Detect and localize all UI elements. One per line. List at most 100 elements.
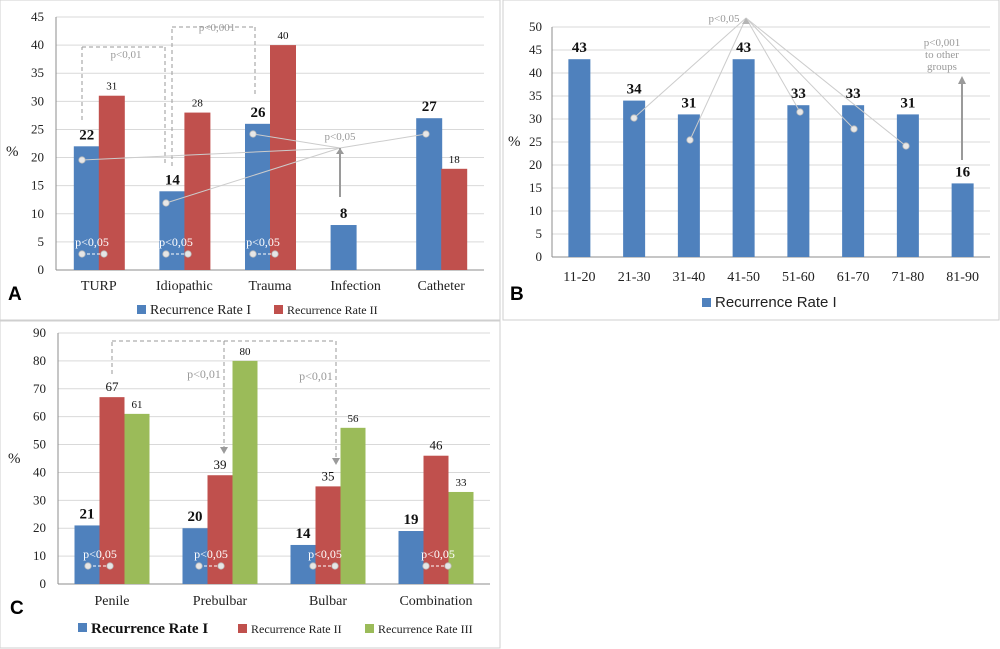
y-tick-label: 80 xyxy=(33,353,46,368)
annotation-dot xyxy=(78,250,86,258)
y-tick-label: 10 xyxy=(529,203,542,218)
y-tick-label: 50 xyxy=(33,437,46,452)
panel-c: 0 10 20 30 40 50 60 70 80 90 21 20 14 19 67 39 35 46 61 80… xyxy=(0,320,501,649)
annotation-line xyxy=(633,17,747,119)
x-category-label: Idiopathic xyxy=(156,279,213,294)
x-category-label: 81-90 xyxy=(946,270,979,285)
data-label-rate-i: 14 xyxy=(165,172,181,188)
legend-label-rate-ii: Recurrence Rate II xyxy=(287,303,378,317)
legend-label-rate-i: Recurrence Rate I xyxy=(715,294,837,311)
data-label-rate-i: 31 xyxy=(681,95,696,111)
p-value-label-inner: p<0,05 xyxy=(75,235,109,249)
bar-rate-ii-idiopathic xyxy=(184,112,211,270)
x-category-label: Combination xyxy=(399,594,472,609)
legend-swatch-rate-i xyxy=(702,298,711,307)
legend-swatch-rate-ii xyxy=(238,624,247,633)
panel-b-legend: Recurrence Rate I xyxy=(702,294,837,311)
legend-label-rate-i: Recurrence Rate I xyxy=(150,303,251,318)
arrow-head xyxy=(332,458,340,465)
annotation-dot xyxy=(106,562,114,570)
bar-rate-ii-combination xyxy=(423,455,449,584)
annotation-line xyxy=(339,133,427,149)
y-tick-label: 20 xyxy=(529,157,542,172)
y-tick-label: 0 xyxy=(40,576,47,591)
data-label-rate-i: 33 xyxy=(791,86,806,102)
p-value-label-inner: p<0,05 xyxy=(194,547,228,561)
annotation-dot xyxy=(162,199,170,207)
y-tick-label: 45 xyxy=(529,42,542,57)
x-category-label: 21-30 xyxy=(618,270,651,285)
annotation-dot xyxy=(217,562,225,570)
annotation-line xyxy=(745,17,855,130)
p-value-label: p<0,05 xyxy=(709,13,740,25)
data-label-rate-i: 21 xyxy=(80,506,95,522)
bar-rate-i-21-30 xyxy=(623,100,646,257)
p-value-label-inner: p<0,05 xyxy=(246,235,280,249)
y-tick-label: 50 xyxy=(529,19,542,34)
y-tick-label: 40 xyxy=(31,37,44,52)
arrow-head xyxy=(742,18,750,24)
bar-rate-iii-combination xyxy=(448,491,474,584)
annotation-dot xyxy=(309,562,317,570)
data-label-rate-i: 27 xyxy=(422,99,438,115)
bar-rate-i-71-80 xyxy=(896,114,919,258)
annotation-dot xyxy=(902,142,910,150)
data-label-rate-ii: 35 xyxy=(322,468,335,483)
data-label-rate-i: 16 xyxy=(955,164,971,180)
y-tick-label: 5 xyxy=(536,226,543,241)
y-tick-label: 15 xyxy=(31,178,44,193)
y-tick-label: 5 xyxy=(38,234,45,249)
data-label-rate-i: 20 xyxy=(188,509,203,525)
annotation-dot xyxy=(686,136,694,144)
data-label-rate-ii: 18 xyxy=(449,154,461,166)
bar-rate-iii-bulbar xyxy=(340,427,366,584)
annotation-dot xyxy=(162,250,170,258)
bar-rate-i-trauma xyxy=(245,123,271,270)
data-label-rate-i: 43 xyxy=(736,40,751,56)
bar-rate-i-infection xyxy=(330,225,357,270)
x-category-label: 31-40 xyxy=(673,270,706,285)
annotation-dot xyxy=(422,130,430,138)
panel-b: 0 5 10 15 20 25 30 35 40 45 50 43 34 31 43 33 33 31 16 11… xyxy=(502,0,1000,321)
legend-label-rate-i: Recurrence Rate I xyxy=(91,621,208,637)
y-tick-label: 10 xyxy=(33,548,46,563)
data-label-rate-ii: 39 xyxy=(214,457,227,472)
data-label-rate-ii: 31 xyxy=(106,81,117,93)
p-value-label-inner: p<0,05 xyxy=(83,547,117,561)
x-category-label: 61-70 xyxy=(837,270,870,285)
y-tick-label: 30 xyxy=(31,93,44,108)
x-category-label: Bulbar xyxy=(309,594,347,609)
data-label-rate-i: 8 xyxy=(340,206,348,222)
annotation-line xyxy=(81,147,341,161)
legend-swatch-rate-iii xyxy=(365,624,374,633)
annotation-line xyxy=(745,17,801,113)
bar-rate-ii-trauma xyxy=(270,45,296,270)
panel-c-y-axis-label: % xyxy=(8,451,21,467)
data-label-rate-i: 31 xyxy=(900,95,915,111)
data-label-rate-iii: 61 xyxy=(132,399,143,411)
y-tick-label: 45 xyxy=(31,9,44,24)
x-category-label: Trauma xyxy=(248,279,292,294)
panel-c-legend: Recurrence Rate I Recurrence Rate II Rec… xyxy=(78,621,473,637)
y-tick-label: 0 xyxy=(38,262,45,277)
legend-swatch-rate-i xyxy=(78,623,87,632)
x-category-label: Penile xyxy=(95,594,130,609)
bar-rate-i-turp xyxy=(73,146,100,270)
y-tick-label: 20 xyxy=(31,150,44,165)
y-tick-label: 10 xyxy=(31,206,44,221)
data-label-rate-ii: 40 xyxy=(278,30,290,42)
data-label-rate-ii: 28 xyxy=(192,98,204,110)
annotation-dot xyxy=(249,130,257,138)
annotation-line xyxy=(689,17,747,141)
y-tick-label: 20 xyxy=(33,520,46,535)
y-tick-label: 0 xyxy=(536,249,543,264)
y-tick-label: 35 xyxy=(529,88,542,103)
arrow-head xyxy=(220,447,228,454)
panel-a-legend: Recurrence Rate I Recurrence Rate II xyxy=(137,303,378,318)
panel-a-y-axis-label: % xyxy=(6,144,19,160)
legend-label-rate-ii: Recurrence Rate II xyxy=(251,622,342,636)
panel-c-letter: C xyxy=(10,598,24,619)
y-tick-label: 35 xyxy=(31,65,44,80)
annotation-dot xyxy=(78,156,86,164)
y-tick-label: 90 xyxy=(33,325,46,340)
